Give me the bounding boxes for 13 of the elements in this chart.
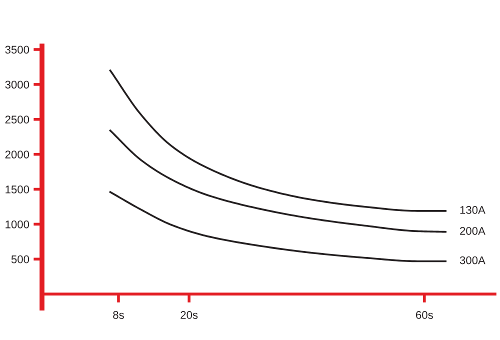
y-tick-label: 3000 xyxy=(5,80,30,89)
series-label: 130A xyxy=(460,206,486,214)
y-tick-label: 1000 xyxy=(6,220,30,228)
y-tick-label: 3500 xyxy=(5,46,30,54)
x-tick-label: 60s xyxy=(416,311,433,319)
y-tick-label: 2000 xyxy=(5,150,30,158)
series-label: 200A xyxy=(460,226,486,235)
series-label: 300A xyxy=(460,256,486,264)
y-tick-label: 1500 xyxy=(6,186,30,194)
y-tick-label: 500 xyxy=(11,255,30,264)
y-tick-label: 2500 xyxy=(5,116,30,124)
x-tick-label: 8s xyxy=(113,311,124,319)
x-tick-label: 20s xyxy=(180,311,198,319)
